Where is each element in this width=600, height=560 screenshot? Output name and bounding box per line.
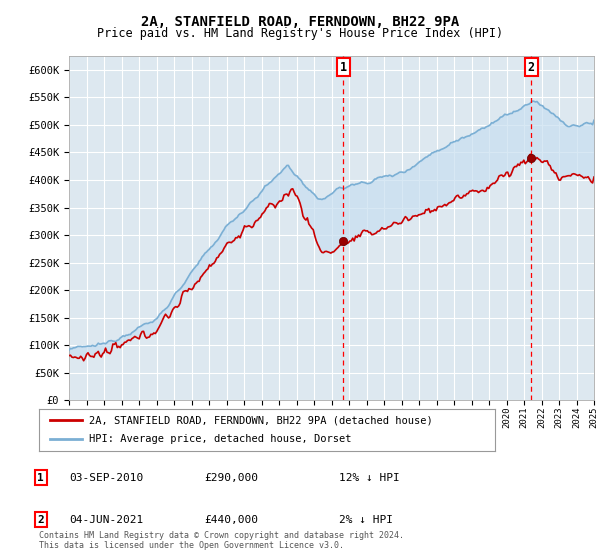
Text: Contains HM Land Registry data © Crown copyright and database right 2024.
This d: Contains HM Land Registry data © Crown c… xyxy=(39,530,404,550)
Text: 2: 2 xyxy=(528,60,535,73)
Text: 03-SEP-2010: 03-SEP-2010 xyxy=(69,473,143,483)
Text: Price paid vs. HM Land Registry's House Price Index (HPI): Price paid vs. HM Land Registry's House … xyxy=(97,27,503,40)
Text: 1: 1 xyxy=(340,60,347,73)
Text: 2: 2 xyxy=(37,515,44,525)
Text: HPI: Average price, detached house, Dorset: HPI: Average price, detached house, Dors… xyxy=(89,435,352,445)
Text: £440,000: £440,000 xyxy=(204,515,258,525)
Text: 2% ↓ HPI: 2% ↓ HPI xyxy=(339,515,393,525)
Text: 04-JUN-2021: 04-JUN-2021 xyxy=(69,515,143,525)
Text: 2A, STANFIELD ROAD, FERNDOWN, BH22 9PA (detached house): 2A, STANFIELD ROAD, FERNDOWN, BH22 9PA (… xyxy=(89,415,433,425)
Text: 2A, STANFIELD ROAD, FERNDOWN, BH22 9PA: 2A, STANFIELD ROAD, FERNDOWN, BH22 9PA xyxy=(141,15,459,29)
Text: 1: 1 xyxy=(37,473,44,483)
Text: 12% ↓ HPI: 12% ↓ HPI xyxy=(339,473,400,483)
Text: £290,000: £290,000 xyxy=(204,473,258,483)
